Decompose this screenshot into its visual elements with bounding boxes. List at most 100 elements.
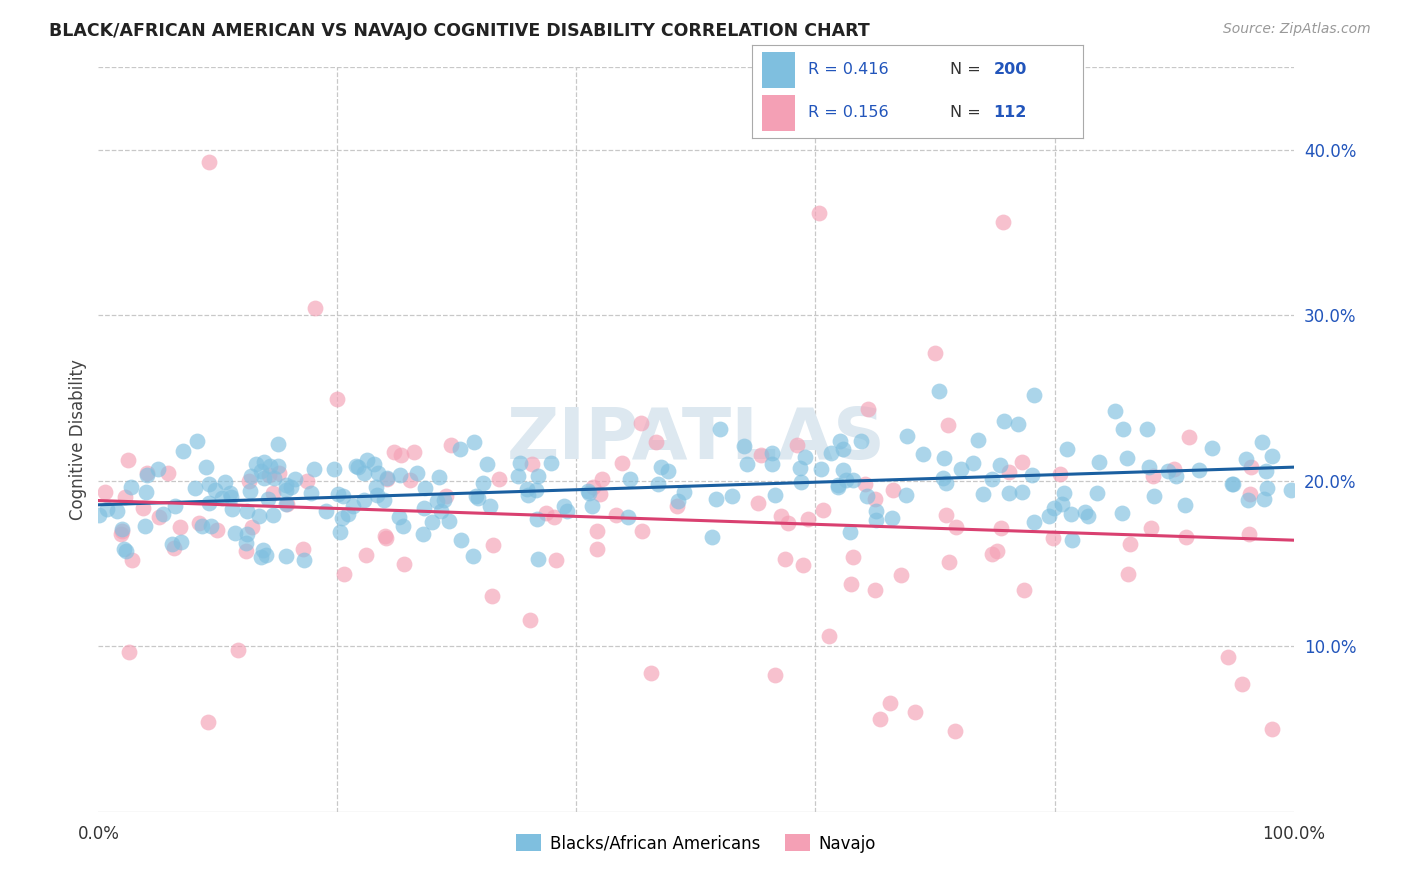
Point — [399, 474, 422, 488]
Point — [1220, 476, 1243, 491]
Point — [842, 550, 865, 565]
Point — [810, 462, 832, 476]
Point — [855, 490, 877, 504]
Point — [576, 484, 599, 499]
Point — [1174, 498, 1197, 512]
Point — [197, 714, 219, 729]
Point — [157, 466, 180, 480]
Point — [1111, 506, 1133, 520]
Point — [789, 461, 811, 475]
Point — [198, 477, 221, 491]
Point — [988, 458, 1011, 472]
Point — [263, 470, 285, 484]
Text: Source: ZipAtlas.com: Source: ZipAtlas.com — [1223, 22, 1371, 37]
Point — [880, 511, 903, 525]
Point — [1237, 526, 1260, 541]
Point — [998, 465, 1021, 479]
Point — [962, 456, 984, 470]
Point — [135, 485, 157, 500]
Point — [1188, 463, 1211, 477]
Point — [586, 524, 609, 538]
Point — [761, 446, 783, 460]
Point — [1174, 530, 1197, 544]
Point — [262, 508, 284, 522]
Point — [1056, 442, 1078, 456]
Bar — [762, 95, 796, 131]
Point — [374, 531, 396, 545]
Point — [616, 509, 638, 524]
Point — [763, 668, 786, 682]
Point — [647, 477, 669, 491]
Point — [388, 510, 411, 524]
Point — [274, 483, 297, 497]
Point — [1279, 483, 1302, 497]
Text: R = 0.416: R = 0.416 — [808, 62, 889, 78]
Point — [644, 434, 666, 449]
Point — [405, 466, 427, 480]
Point — [1022, 387, 1045, 401]
Point — [375, 471, 398, 485]
Point — [1256, 481, 1278, 495]
Point — [304, 301, 326, 315]
Point — [700, 530, 723, 544]
Point — [366, 488, 388, 502]
Point — [1239, 487, 1261, 501]
Point — [200, 518, 222, 533]
Point — [148, 510, 170, 524]
Point — [449, 442, 471, 457]
Point — [356, 453, 378, 467]
Point — [865, 504, 887, 518]
Point — [110, 527, 132, 541]
Point — [980, 547, 1002, 561]
Point — [111, 524, 134, 539]
Point — [524, 483, 547, 497]
Point — [640, 666, 662, 681]
Point — [136, 467, 159, 481]
Point — [650, 460, 672, 475]
Point — [769, 509, 792, 524]
Point — [896, 429, 918, 443]
Point — [224, 525, 246, 540]
Point — [807, 205, 830, 219]
Point — [346, 460, 368, 475]
Point — [477, 457, 499, 471]
Point — [329, 525, 352, 540]
Point — [1261, 722, 1284, 736]
Point — [1104, 404, 1126, 418]
Point — [253, 471, 276, 485]
Point — [461, 549, 484, 563]
Point — [657, 464, 679, 478]
Point — [280, 479, 302, 493]
Point — [240, 469, 263, 483]
Point — [366, 480, 388, 494]
Point — [183, 481, 205, 495]
Point — [479, 499, 502, 513]
Point — [761, 457, 783, 471]
Point — [630, 524, 652, 538]
Point — [526, 469, 548, 483]
Point — [763, 488, 786, 502]
Point — [749, 448, 772, 462]
Point — [295, 475, 318, 489]
Point — [363, 457, 385, 471]
Point — [1163, 462, 1185, 476]
Text: ZIPATLAS: ZIPATLAS — [506, 405, 886, 474]
Point — [882, 483, 904, 497]
Point — [938, 555, 960, 569]
Point — [1021, 467, 1043, 482]
Point — [526, 511, 548, 525]
Point — [430, 504, 453, 518]
Point — [1166, 469, 1188, 483]
Point — [146, 462, 169, 476]
Point — [488, 472, 510, 486]
Point — [413, 482, 436, 496]
Point — [665, 499, 688, 513]
Point — [292, 552, 315, 566]
Point — [827, 478, 849, 492]
Point — [389, 448, 412, 462]
Point — [242, 519, 264, 533]
Point — [536, 506, 558, 520]
Point — [1254, 464, 1277, 478]
Point — [1222, 477, 1244, 491]
Point — [163, 541, 186, 555]
